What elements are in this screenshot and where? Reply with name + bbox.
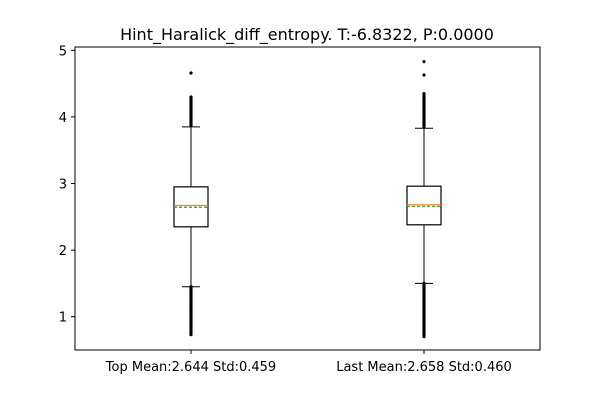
box-1	[173, 71, 209, 337]
x-tick-label: Top Mean:2.644 Std:0.459	[105, 360, 276, 375]
y-tick-label: 3	[59, 178, 67, 193]
y-tick-label: 4	[59, 111, 67, 126]
y-axis: 1 2 3 4 5	[59, 44, 75, 326]
y-tick-label: 2	[59, 244, 67, 259]
plot-frame	[74, 46, 541, 351]
outlier-point	[422, 73, 426, 77]
outlier-point	[189, 71, 193, 75]
chart-title: Hint_Haralick_diff_entropy. T:-6.8322, P…	[120, 25, 494, 45]
outlier-point	[189, 95, 193, 99]
box-2	[406, 60, 442, 339]
x-axis: Top Mean:2.644 Std:0.459 Last Mean:2.658 …	[105, 350, 512, 375]
y-tick-label: 5	[59, 44, 67, 59]
outlier-point	[422, 60, 426, 64]
x-tick-label: Last Mean:2.658 Std:0.460	[336, 360, 512, 375]
outlier-point	[422, 92, 426, 96]
iqr-box	[406, 185, 442, 226]
box-group	[173, 60, 442, 339]
y-tick-label: 1	[59, 311, 67, 326]
